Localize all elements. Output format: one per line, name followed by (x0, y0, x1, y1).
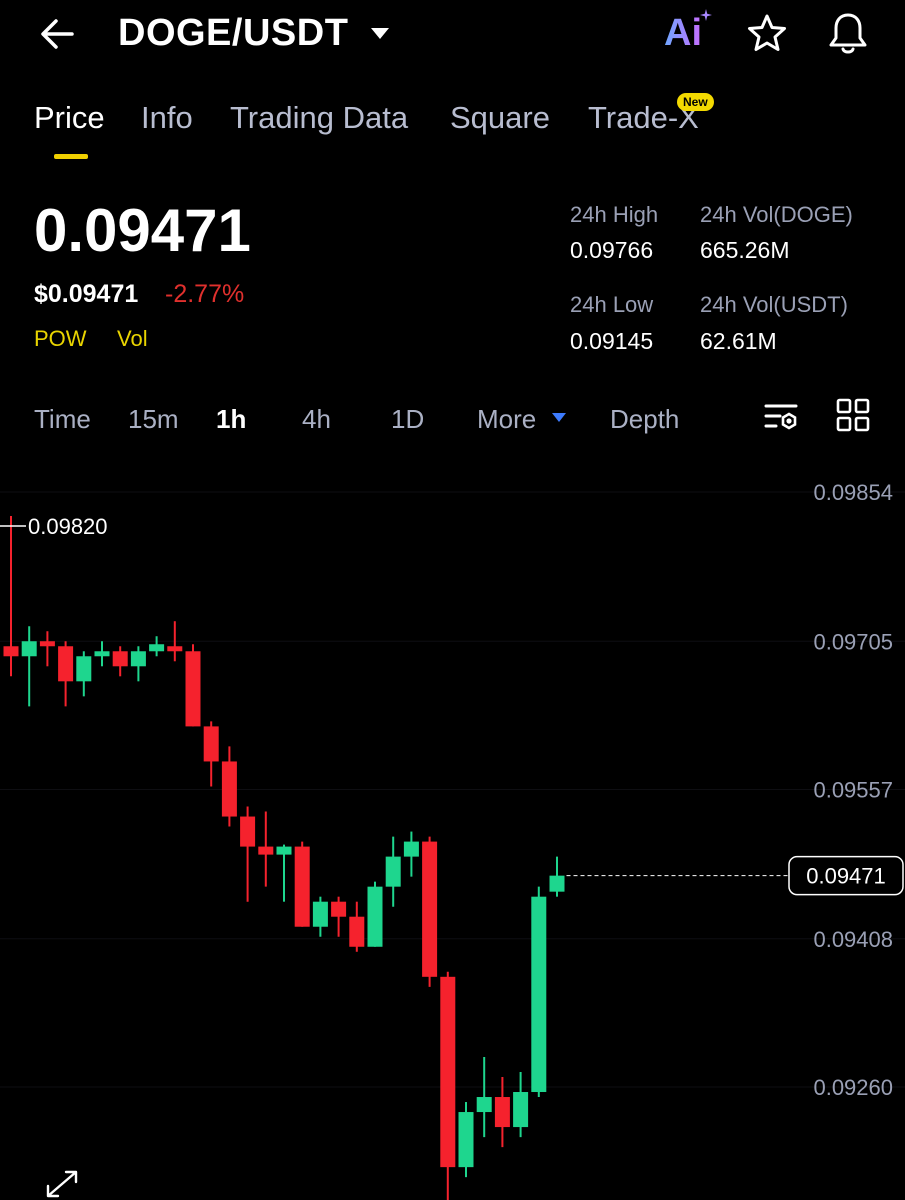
candle-body (349, 916, 365, 947)
back-arrow-icon[interactable] (36, 12, 80, 56)
candle-body (276, 846, 292, 855)
y-tick-label: 0.09260 (813, 1075, 893, 1100)
high-label: 24h High (570, 202, 659, 227)
y-tick-label: 0.09408 (813, 927, 893, 952)
candle-body (422, 841, 438, 977)
timeframe-1d[interactable]: 1D (391, 404, 425, 434)
candle-body (39, 641, 55, 647)
candle-body (331, 901, 347, 917)
candle-body (549, 875, 565, 892)
timeframe-4h[interactable]: 4h (302, 404, 331, 434)
low-label: 24h Low (570, 292, 654, 317)
depth-tab[interactable]: Depth (610, 404, 680, 434)
expand-chart-icon[interactable] (44, 1168, 80, 1200)
tab-square[interactable]: Square (450, 100, 550, 135)
timeframe-time[interactable]: Time (34, 404, 91, 434)
candle-body (385, 856, 401, 887)
high-value: 0.09766 (570, 237, 654, 263)
vol-usdt-value: 62.61M (700, 328, 777, 354)
bell-icon[interactable] (826, 10, 870, 56)
candle-body (458, 1112, 474, 1168)
candle-body (185, 651, 201, 727)
tab-info[interactable]: Info (141, 100, 193, 135)
timeframe-1h[interactable]: 1h (216, 404, 247, 434)
vol-doge-label: 24h Vol(DOGE) (700, 202, 853, 227)
candle-body (294, 846, 310, 927)
chart-canvas[interactable]: 0.09854 0.09705 0.09557 0.09408 0.09260 0.098… (0, 460, 905, 1200)
top-bar: DOGE/USDT Ai (0, 0, 905, 70)
candle-body (3, 646, 19, 657)
candle-body (94, 651, 110, 657)
candle-body (130, 651, 146, 667)
candle-body (167, 646, 183, 652)
price-change: -2.77% (165, 280, 245, 308)
active-tab-indicator (54, 154, 88, 159)
candle-body (403, 841, 419, 857)
y-tick-label: 0.09705 (813, 629, 893, 654)
candle-body (513, 1092, 529, 1128)
tab-trading-data[interactable]: Trading Data (230, 100, 409, 135)
candle-body (21, 641, 37, 657)
candle-body (112, 651, 128, 667)
ai-icon[interactable]: Ai (664, 12, 702, 54)
ai-sparkle-icon (700, 9, 712, 21)
candle-body (367, 886, 383, 947)
y-tick-label: 0.09854 (813, 480, 893, 505)
indicator-pow[interactable]: POW (34, 326, 87, 351)
current-price-label: 0.09471 (806, 864, 886, 889)
current-price-box (788, 855, 904, 896)
usd-price: $0.09471 (34, 280, 139, 308)
low-value: 0.09145 (570, 328, 654, 354)
candle-body (149, 644, 165, 652)
candle-body (531, 896, 547, 1093)
candle-body (76, 656, 92, 682)
more-caret-icon[interactable] (551, 412, 567, 424)
candle-body (476, 1097, 492, 1113)
star-icon[interactable] (746, 12, 788, 54)
candle-body (203, 726, 219, 762)
candle-body (494, 1097, 510, 1128)
candle-body (240, 816, 256, 847)
tab-price[interactable]: Price (34, 100, 105, 135)
candle-body (221, 761, 237, 817)
caret-down-icon[interactable] (368, 24, 392, 44)
high-marker-label: 0.09820 (28, 514, 108, 539)
candle-body (440, 976, 456, 1168)
timeframe-more[interactable]: More (477, 404, 537, 434)
indicator-settings-icon[interactable] (762, 400, 800, 436)
candlestick-chart[interactable]: 0.09854 0.09705 0.09557 0.09408 0.09260 0.098… (0, 460, 905, 1200)
grid-layout-icon[interactable] (836, 398, 870, 432)
tab-bar: Price Info Trading Data Square Trade-X N… (0, 92, 905, 162)
candle-body (258, 846, 274, 855)
timeframe-bar: Time 15m 1h 4h 1D More Depth (0, 394, 905, 450)
indicator-vol[interactable]: Vol (117, 326, 148, 351)
candle-body (312, 901, 328, 927)
last-price: 0.09471 (34, 197, 251, 264)
vol-doge-value: 665.26M (700, 237, 790, 263)
timeframe-15m[interactable]: 15m (128, 404, 179, 434)
candle-body (58, 646, 74, 682)
y-tick-label: 0.09557 (813, 778, 893, 803)
new-badge: New (677, 93, 714, 111)
trading-pair-title[interactable]: DOGE/USDT (118, 12, 349, 54)
vol-usdt-label: 24h Vol(USDT) (700, 292, 848, 317)
